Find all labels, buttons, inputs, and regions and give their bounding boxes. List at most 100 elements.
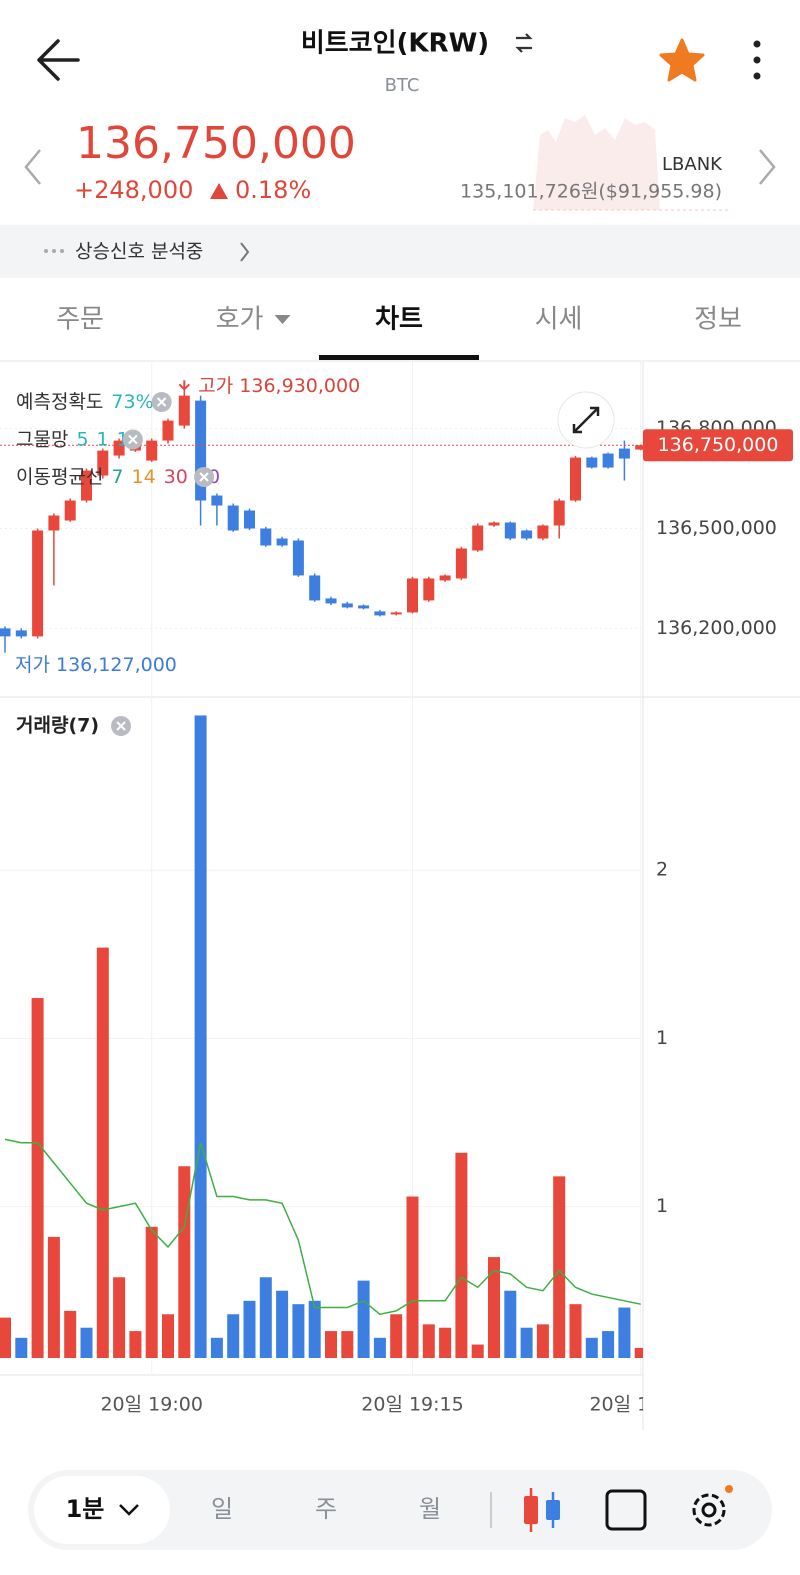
x-tick-label: 20일 19:00 <box>100 1394 202 1416</box>
candle-body <box>244 510 255 529</box>
period[interactable]: 주 <box>315 1495 337 1523</box>
tab[interactable]: 시세 <box>535 305 583 335</box>
interval-pill[interactable] <box>34 1476 170 1544</box>
volume-bar <box>129 1331 142 1358</box>
tab[interactable]: 정보 <box>694 305 742 335</box>
candle-body <box>504 522 516 539</box>
settings[interactable] <box>692 1485 733 1527</box>
volume-bar <box>162 1314 174 1358</box>
indicator-param: 7 <box>111 466 123 488</box>
volume-bar <box>455 1152 468 1358</box>
volume-bar <box>634 1347 643 1358</box>
candle-body <box>32 530 44 637</box>
indicator-close-x <box>199 472 209 482</box>
candle-body <box>97 450 109 476</box>
favorite-star[interactable] <box>659 38 705 82</box>
candle-body <box>618 448 630 459</box>
volume-bar <box>520 1327 533 1358</box>
volume-bar <box>422 1324 435 1358</box>
price-change: +248,000 <box>74 176 193 204</box>
candle-body <box>455 548 467 579</box>
candle-body <box>162 420 174 441</box>
candle-body <box>260 528 272 546</box>
y-tick-label: 136,200,000 <box>656 617 777 639</box>
candle-body <box>195 400 207 501</box>
volume-bar <box>390 1314 403 1358</box>
up-triangle <box>210 183 228 199</box>
low-label: 저가 136,127,000 <box>15 654 177 676</box>
signal-text: 상승신호 분석중 <box>75 241 203 263</box>
chart-overlay: 136,200,000136,500,000136,800,000136,750… <box>15 375 793 1217</box>
candle-body <box>211 495 223 506</box>
y-tick-label: 136,500,000 <box>656 517 777 539</box>
volume-bar <box>178 1166 191 1358</box>
volume-bar <box>325 1331 337 1358</box>
indicator-close-x <box>156 397 167 407</box>
candle-body <box>635 445 643 450</box>
high-label: 고가 136,930,000 <box>198 375 360 397</box>
y-tick-label: 1 <box>656 1027 668 1049</box>
candle-body <box>81 470 92 501</box>
interval-caret <box>119 1504 139 1516</box>
candle-body <box>146 440 158 461</box>
indicator-param: 5 <box>76 428 88 450</box>
volume-bar <box>292 1304 305 1358</box>
candle-body <box>276 538 288 546</box>
candle-body <box>0 628 11 637</box>
y-tick-label: 2 <box>656 859 668 881</box>
indicator-param: 1 <box>97 428 109 450</box>
indicator-name: 이동평균선 <box>16 466 103 488</box>
last-price-box <box>643 429 793 462</box>
volume-bar <box>471 1344 484 1358</box>
volume-bar <box>47 1236 60 1358</box>
candle-body <box>227 505 239 531</box>
drawing-tool[interactable] <box>605 1489 647 1531</box>
subtitle: BTC <box>385 75 420 96</box>
volume-bar <box>113 1277 126 1358</box>
volume-title: 거래량(7) <box>16 715 99 737</box>
tab[interactable]: 주문 <box>56 305 104 335</box>
interval[interactable]: 1분 <box>66 1495 105 1523</box>
volume-bar <box>585 1337 598 1358</box>
toolbar <box>28 1470 772 1550</box>
candle-body <box>292 540 304 576</box>
candle-body <box>341 603 353 608</box>
volume-bar <box>569 1304 582 1358</box>
volume-bar <box>259 1277 272 1358</box>
tab[interactable]: 호가 <box>216 305 264 335</box>
period[interactable]: 일 <box>211 1495 233 1523</box>
tab-indicator <box>319 355 479 360</box>
candle-body <box>423 578 435 601</box>
volume-bar <box>96 947 109 1358</box>
chart-type-icon[interactable] <box>524 1488 560 1532</box>
candle-body <box>374 611 386 616</box>
candle-body <box>64 500 76 521</box>
change-percent: 0.18% <box>235 176 311 204</box>
volume-bar <box>145 1226 158 1358</box>
candle-body <box>309 575 321 601</box>
indicator-name: 예측정확도 <box>16 391 103 413</box>
candle-body <box>537 525 549 539</box>
tab[interactable]: 차트 <box>375 305 423 335</box>
volume-bar <box>618 1307 631 1358</box>
volume-bar <box>406 1196 419 1358</box>
candle-body <box>15 630 27 637</box>
candle-body <box>358 605 370 609</box>
volume-bar <box>31 998 44 1358</box>
more-menu[interactable] <box>753 40 761 80</box>
y-tick-label: 1 <box>656 1195 668 1217</box>
candle-body <box>113 440 125 456</box>
back-button[interactable] <box>37 39 80 81</box>
signal-dots <box>44 249 64 253</box>
expand-icon <box>572 406 600 434</box>
signal-bar[interactable] <box>0 225 800 278</box>
high-marker <box>178 380 191 391</box>
candle-body <box>586 457 598 468</box>
period[interactable]: 월 <box>419 1495 441 1523</box>
prev-coin[interactable] <box>24 149 41 185</box>
candle-body <box>178 395 190 426</box>
swap-icon[interactable] <box>515 33 533 53</box>
next-coin[interactable] <box>759 149 776 185</box>
indicator-name: 그물망 <box>16 428 68 450</box>
